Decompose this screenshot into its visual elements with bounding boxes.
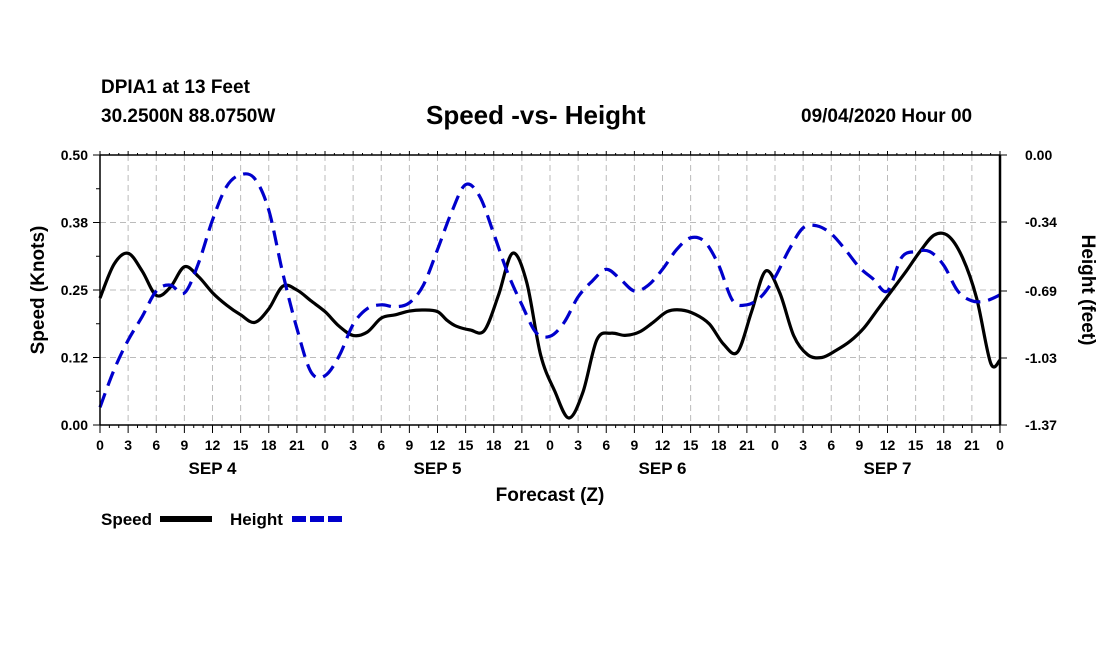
x-tick-label: 12 [655,437,671,453]
day-label: SEP 5 [414,459,462,478]
grid [100,155,1000,425]
chart-title: Speed -vs- Height [426,100,646,130]
x-tick-label: 15 [908,437,924,453]
right-tick-label: -0.69 [1025,283,1057,299]
right-axis-title: Height (feet) [1077,235,1098,346]
x-tick-label: 21 [964,437,980,453]
x-tick-label: 15 [233,437,249,453]
x-tick-label: 18 [711,437,727,453]
x-tick-label: 21 [289,437,305,453]
legend-height-label: Height [230,510,283,529]
x-tick-label: 3 [574,437,582,453]
label-layer: 0 3 6 9 12 15 18 21 0 3 6 9 12 15 18 21 0 3 6 9 12 15 18 21 0 3 6 9… [28,147,1098,506]
x-tick-label: 9 [405,437,413,453]
coordinates-label: 30.2500N 88.0750W [101,106,276,127]
x-tick-label: 6 [827,437,835,453]
day-label: SEP 6 [639,459,687,478]
legend: Speed Height [101,510,342,529]
left-tick-label: 0.50 [61,147,88,163]
left-tick-label: 0.00 [61,417,88,433]
x-tick-label: 0 [321,437,329,453]
right-tick-label: -0.34 [1025,214,1057,230]
x-tick-label: 9 [630,437,638,453]
x-tick-label: 0 [96,437,104,453]
speed-series-line [98,231,1002,420]
x-axis-title: Forecast (Z) [496,485,605,506]
x-tick-label: 9 [180,437,188,453]
legend-speed-label: Speed [101,510,152,529]
x-tick-label: 21 [514,437,530,453]
left-tick-label: 0.25 [61,282,88,298]
x-tick-label: 12 [880,437,896,453]
right-tick-label: 0.00 [1025,147,1052,163]
x-tick-label: 18 [486,437,502,453]
day-label: SEP 7 [864,459,912,478]
x-tick-label: 6 [602,437,610,453]
x-tick-label: 15 [458,437,474,453]
x-tick-label: 12 [205,437,221,453]
x-tick-label: 18 [936,437,952,453]
x-tick-label: 3 [124,437,132,453]
station-label: DPIA1 at 13 Feet [101,77,250,98]
issue-time-label: 09/04/2020 Hour 00 [801,106,973,127]
x-tick-label: 15 [683,437,699,453]
right-tick-label: -1.03 [1025,350,1057,366]
x-tick-label: 6 [152,437,160,453]
series-layer [98,172,1002,420]
x-tick-label: 21 [739,437,755,453]
x-tick-label: 3 [799,437,807,453]
x-tick-label: 9 [855,437,863,453]
x-tick-label: 0 [996,437,1004,453]
left-tick-label: 0.12 [61,350,88,366]
x-tick-label: 0 [771,437,779,453]
height-series-line [98,172,1001,408]
x-tick-label: 12 [430,437,446,453]
tick-layer [93,151,1007,433]
left-axis-title: Speed (Knots) [28,226,49,355]
x-tick-label: 6 [377,437,385,453]
x-tick-label: 0 [546,437,554,453]
x-tick-label: 18 [261,437,277,453]
right-tick-label: -1.37 [1025,417,1057,433]
x-tick-label: 3 [349,437,357,453]
day-label: SEP 4 [189,459,237,478]
left-tick-label: 0.38 [61,215,88,231]
